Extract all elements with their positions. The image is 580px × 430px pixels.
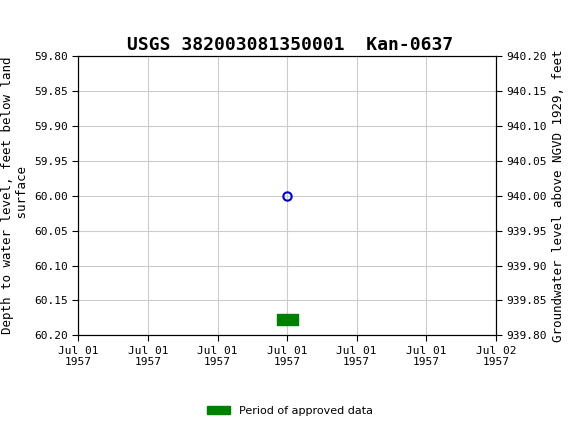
Text: USGS 382003081350001  Kan-0637: USGS 382003081350001 Kan-0637 — [127, 36, 453, 54]
Text: ≣USGS: ≣USGS — [6, 7, 60, 25]
Y-axis label: Groundwater level above NGVD 1929, feet: Groundwater level above NGVD 1929, feet — [552, 49, 566, 342]
Legend: Period of approved data: Period of approved data — [203, 401, 377, 420]
Y-axis label: Depth to water level, feet below land
 surface: Depth to water level, feet below land su… — [1, 57, 28, 335]
